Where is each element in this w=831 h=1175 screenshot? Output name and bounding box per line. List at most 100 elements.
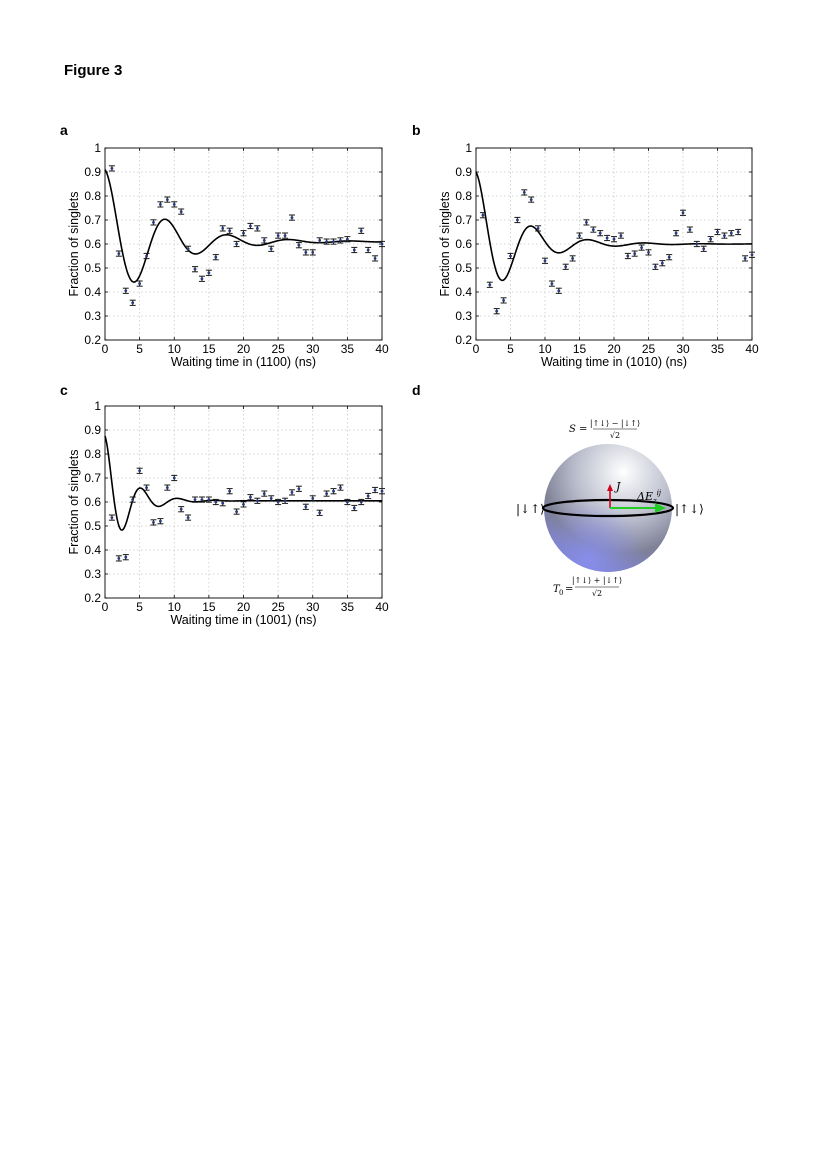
data-point xyxy=(143,484,150,491)
triplet-label: T 0 = |↑↓⟩ + |↓↑⟩ √2 xyxy=(553,576,622,598)
data-point xyxy=(282,232,289,239)
y-tick-label: 0.5 xyxy=(455,261,472,275)
data-point xyxy=(129,299,136,306)
data-point xyxy=(555,287,562,294)
data-point xyxy=(157,201,164,208)
data-point xyxy=(337,237,344,244)
x-axis-label: Waiting time in (1100) (ns) xyxy=(171,355,316,369)
x-axis-label: Waiting time in (1001) (ns) xyxy=(170,613,316,627)
data-point xyxy=(157,518,164,525)
equator-ellipse xyxy=(541,498,675,518)
x-tick-label: 10 xyxy=(168,342,182,356)
panel-letter-a: a xyxy=(60,122,68,138)
fit-curve xyxy=(475,171,752,282)
data-point xyxy=(659,260,666,267)
data-point xyxy=(372,255,379,262)
data-point xyxy=(351,504,358,512)
x-tick-label: 30 xyxy=(306,342,320,356)
data-point xyxy=(700,245,707,252)
data-point xyxy=(178,208,185,215)
x-tick-label: 15 xyxy=(202,342,216,356)
data-point xyxy=(185,514,192,521)
y-tick-label: 0.6 xyxy=(84,237,101,251)
data-point xyxy=(254,497,261,504)
x-tick-label: 20 xyxy=(237,600,251,614)
x-tick-label: 0 xyxy=(473,342,480,356)
y-tick-label: 0.2 xyxy=(84,333,101,347)
data-point xyxy=(205,496,212,503)
data-point xyxy=(749,251,755,258)
data-point xyxy=(129,496,136,503)
data-point xyxy=(192,266,199,273)
data-point xyxy=(330,238,337,245)
data-point xyxy=(344,236,351,243)
y-tick-label: 0.9 xyxy=(84,423,101,437)
data-point xyxy=(178,506,185,513)
data-point xyxy=(219,225,226,232)
data-point xyxy=(164,484,171,491)
data-point xyxy=(742,255,749,262)
data-point xyxy=(707,236,714,243)
data-point xyxy=(309,495,316,502)
x-tick-label: 20 xyxy=(607,342,621,356)
fit-curve xyxy=(104,435,382,531)
data-point xyxy=(212,254,219,261)
data-point xyxy=(323,238,330,245)
x-tick-label: 35 xyxy=(341,600,355,614)
data-point xyxy=(226,227,233,234)
right-state-label: |↑↓⟩ xyxy=(675,502,704,516)
chart-b: 0 5 10 15 20 25 30 35 40 0.2 0.3 0.4 0.5 0.6 0.7 0.8 0.9… xyxy=(438,141,759,369)
chart-c: 0 5 10 15 20 25 30 35 40 0.2 0.3 0.4 0.5 0.6 0.7 0.8 0.9… xyxy=(67,399,389,627)
panel-letter-c: c xyxy=(60,382,68,398)
data-point xyxy=(624,252,631,260)
y-tick-label: 0.9 xyxy=(455,165,472,179)
data-point xyxy=(597,230,604,237)
data-point xyxy=(122,554,129,561)
data-point xyxy=(358,227,365,234)
svg-text:=: = xyxy=(565,584,573,595)
data-point xyxy=(604,234,611,242)
svg-text:T: T xyxy=(553,584,561,595)
x-tick-label: 40 xyxy=(375,600,389,614)
data-point xyxy=(379,240,385,248)
svg-text:|↑↓⟩ − |↓↑⟩: |↑↓⟩ − |↓↑⟩ xyxy=(590,419,640,428)
data-point xyxy=(240,501,247,508)
data-point xyxy=(108,514,115,521)
data-point xyxy=(268,245,275,252)
data-point xyxy=(337,484,344,491)
data-point xyxy=(143,252,150,260)
panel-letter-b: b xyxy=(412,122,421,138)
y-tick-label: 0.4 xyxy=(84,285,101,299)
y-tick-label: 0.4 xyxy=(455,285,472,299)
y-tick-label: 0.3 xyxy=(84,567,101,581)
x-tick-label: 5 xyxy=(136,600,143,614)
y-tick-label: 0.3 xyxy=(84,309,101,323)
data-point xyxy=(590,226,597,233)
data-point xyxy=(136,280,143,287)
x-tick-label: 35 xyxy=(341,342,355,356)
data-point xyxy=(261,490,268,497)
svg-text:|↑↓⟩ + |↓↑⟩: |↑↓⟩ + |↓↑⟩ xyxy=(572,576,622,585)
y-tick-label: 0.8 xyxy=(84,447,101,461)
data-point xyxy=(569,255,576,262)
chart-a: 0 5 10 15 20 25 30 35 40 0.2 0.3 0.4 0.5 0.6 0.7 0.8 0.9… xyxy=(67,141,389,369)
data-point xyxy=(686,226,693,233)
y-tick-label: 1 xyxy=(94,141,101,155)
svg-text:0: 0 xyxy=(559,589,563,597)
y-tick-label: 0.8 xyxy=(84,189,101,203)
data-point xyxy=(680,209,686,216)
data-point xyxy=(528,196,535,203)
svg-text:√2: √2 xyxy=(592,589,602,598)
data-point xyxy=(288,489,295,496)
x-tick-label: 0 xyxy=(102,342,109,356)
x-tick-label: 10 xyxy=(538,342,552,356)
x-tick-label: 10 xyxy=(168,600,182,614)
data-point xyxy=(638,244,645,251)
data-point xyxy=(108,165,115,172)
y-tick-label: 0.7 xyxy=(84,213,101,227)
data-point xyxy=(507,252,514,260)
data-point xyxy=(631,250,638,257)
y-tick-label: 0.5 xyxy=(84,519,101,533)
data-point xyxy=(198,275,205,282)
x-tick-label: 25 xyxy=(271,600,285,614)
